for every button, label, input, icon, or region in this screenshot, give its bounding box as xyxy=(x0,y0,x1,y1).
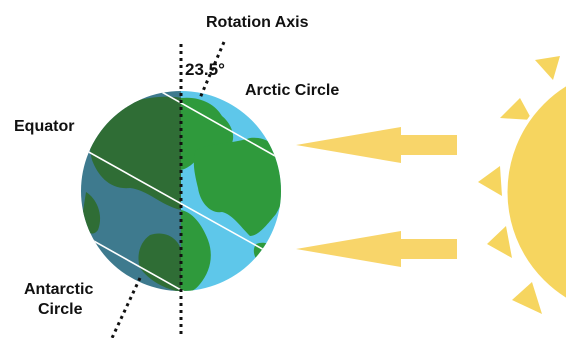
arctic-circle-label: Arctic Circle xyxy=(245,82,339,99)
rotation-axis-label: Rotation Axis xyxy=(206,14,309,31)
equator-label: Equator xyxy=(14,118,74,135)
antarctic-circle-label-line2: Circle xyxy=(38,301,83,318)
rotation-axis-line xyxy=(198,41,226,99)
rotation-axis-line-south xyxy=(110,277,142,338)
sun-icon xyxy=(478,56,566,314)
sunlight-arrow-icon xyxy=(296,127,457,267)
antarctic-circle-label-line1: Antarctic xyxy=(24,281,93,298)
tilt-angle-label: 23.5° xyxy=(185,60,225,79)
